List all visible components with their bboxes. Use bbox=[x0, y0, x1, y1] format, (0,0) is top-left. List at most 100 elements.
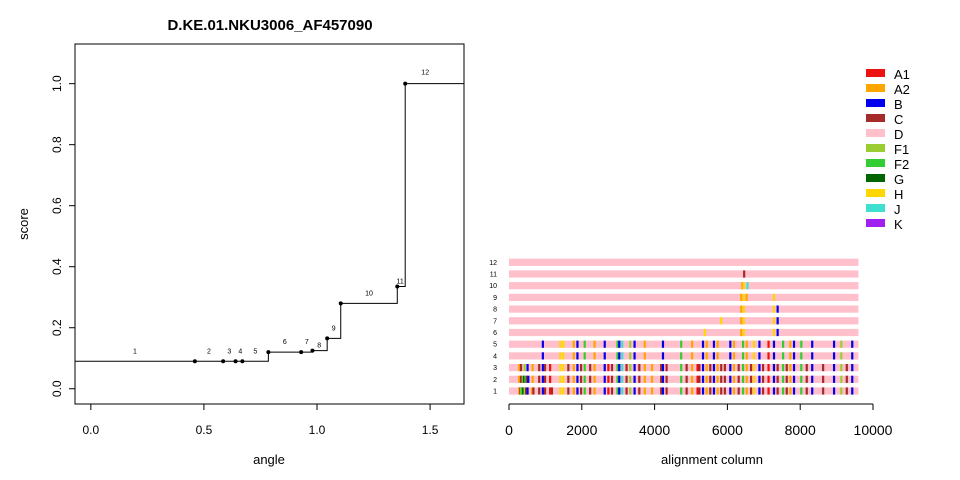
subtype-segment bbox=[698, 387, 701, 395]
subtype-segment bbox=[698, 375, 701, 383]
subtype-segment bbox=[525, 375, 528, 383]
subtype-segment bbox=[800, 364, 803, 372]
step-point-label: 5 bbox=[253, 348, 257, 355]
subtype-segment bbox=[691, 375, 694, 383]
subtype-segment bbox=[629, 340, 632, 348]
subtype-segment bbox=[576, 375, 579, 383]
subtype-segment bbox=[650, 364, 654, 372]
step-point-label: 3 bbox=[227, 348, 231, 355]
x-tick-label: 1.0 bbox=[309, 423, 326, 437]
subtype-segment bbox=[741, 387, 745, 395]
alignment-row: 4 bbox=[493, 352, 859, 360]
subtype-segment bbox=[840, 364, 843, 372]
subtype-segment bbox=[696, 387, 699, 395]
subtype-segment bbox=[526, 364, 529, 372]
subtype-segment bbox=[772, 352, 776, 360]
alignment-row: 1 bbox=[493, 387, 859, 396]
legend-swatch bbox=[866, 189, 885, 197]
subtype-segment bbox=[576, 364, 579, 372]
row-background bbox=[509, 364, 859, 372]
step-point-label: 1 bbox=[133, 348, 137, 355]
legend-item: C bbox=[866, 112, 903, 127]
subtype-segment bbox=[758, 352, 761, 360]
subtype-segment bbox=[772, 305, 776, 313]
subtype-segment bbox=[629, 375, 632, 383]
subtype-segment bbox=[851, 375, 854, 383]
subtype-segment bbox=[776, 387, 779, 395]
alignment-row: 5 bbox=[493, 340, 859, 349]
legend-item: F1 bbox=[866, 142, 909, 157]
subtype-segment bbox=[742, 282, 745, 290]
subtype-segment bbox=[559, 364, 562, 372]
subtype-segment bbox=[680, 352, 683, 360]
subtype-segment bbox=[729, 364, 732, 372]
subtype-segment bbox=[782, 387, 785, 395]
subtype-segment bbox=[593, 352, 596, 360]
subtype-segment bbox=[772, 387, 776, 395]
subtype-segment bbox=[607, 375, 610, 383]
y-tick-label: 1.0 bbox=[50, 75, 64, 92]
subtype-segment bbox=[800, 387, 803, 395]
subtype-segment bbox=[625, 387, 628, 395]
legend-item: K bbox=[866, 217, 903, 232]
subtype-segment bbox=[729, 387, 732, 395]
subtype-segment bbox=[789, 340, 792, 348]
subtype-segment bbox=[696, 375, 699, 383]
x-axis-label-alignment-column: alignment column bbox=[661, 452, 763, 467]
subtype-segment bbox=[705, 375, 708, 383]
subtype-segment bbox=[792, 364, 796, 372]
subtype-segment bbox=[832, 387, 836, 395]
subtype-segment bbox=[691, 387, 694, 395]
subtype-segment bbox=[742, 293, 745, 301]
subtype-segment bbox=[811, 340, 814, 348]
subtype-segment bbox=[832, 364, 836, 372]
subtype-segment bbox=[792, 375, 796, 383]
subtype-segment bbox=[549, 387, 552, 395]
subtype-segment bbox=[782, 352, 785, 360]
alignment-row: 3 bbox=[493, 364, 859, 372]
subtype-segment bbox=[832, 340, 836, 348]
subtype-segment bbox=[701, 340, 705, 348]
subtype-segment bbox=[745, 364, 748, 372]
subtype-segment bbox=[522, 375, 526, 383]
subtype-segment bbox=[633, 387, 636, 395]
subtype-segment bbox=[638, 387, 641, 395]
subtype-segment bbox=[758, 340, 761, 348]
subtype-segment bbox=[572, 340, 575, 348]
subtype-segment bbox=[696, 364, 699, 372]
subtype-segment bbox=[522, 387, 525, 395]
subtype-segment bbox=[559, 340, 562, 348]
subtype-segment bbox=[732, 352, 736, 360]
subtype-segment bbox=[705, 340, 708, 348]
subtype-segment bbox=[680, 340, 683, 348]
subtype-segment bbox=[607, 364, 610, 372]
row-background bbox=[509, 340, 859, 348]
legend-swatch bbox=[866, 129, 885, 137]
subtype-segment bbox=[761, 387, 765, 395]
subtype-segment bbox=[772, 340, 776, 348]
subtype-segment bbox=[541, 352, 544, 360]
subtype-segment bbox=[832, 375, 836, 383]
legend-item: D bbox=[866, 127, 903, 142]
row-background bbox=[509, 270, 859, 278]
subtype-segment bbox=[538, 375, 541, 383]
step-point-label: 6 bbox=[283, 339, 287, 346]
subtype-segment bbox=[758, 387, 761, 395]
subtype-segment bbox=[527, 375, 530, 383]
row-label: 2 bbox=[493, 377, 497, 384]
subtype-segment bbox=[616, 364, 619, 372]
step-point bbox=[240, 359, 245, 364]
subtype-segment bbox=[633, 352, 636, 360]
subtype-segment bbox=[851, 340, 854, 348]
subtype-segment bbox=[643, 340, 646, 348]
subtype-segment bbox=[524, 375, 527, 383]
subtype-segment bbox=[698, 364, 701, 372]
legend-swatch bbox=[866, 69, 885, 77]
subtype-segment bbox=[638, 364, 641, 372]
subtype-segment bbox=[745, 340, 748, 348]
subtype-segment bbox=[767, 375, 770, 383]
step-point bbox=[325, 336, 330, 341]
step-point bbox=[192, 359, 197, 364]
subtype-segment bbox=[761, 364, 765, 372]
subtype-segment bbox=[851, 364, 854, 372]
